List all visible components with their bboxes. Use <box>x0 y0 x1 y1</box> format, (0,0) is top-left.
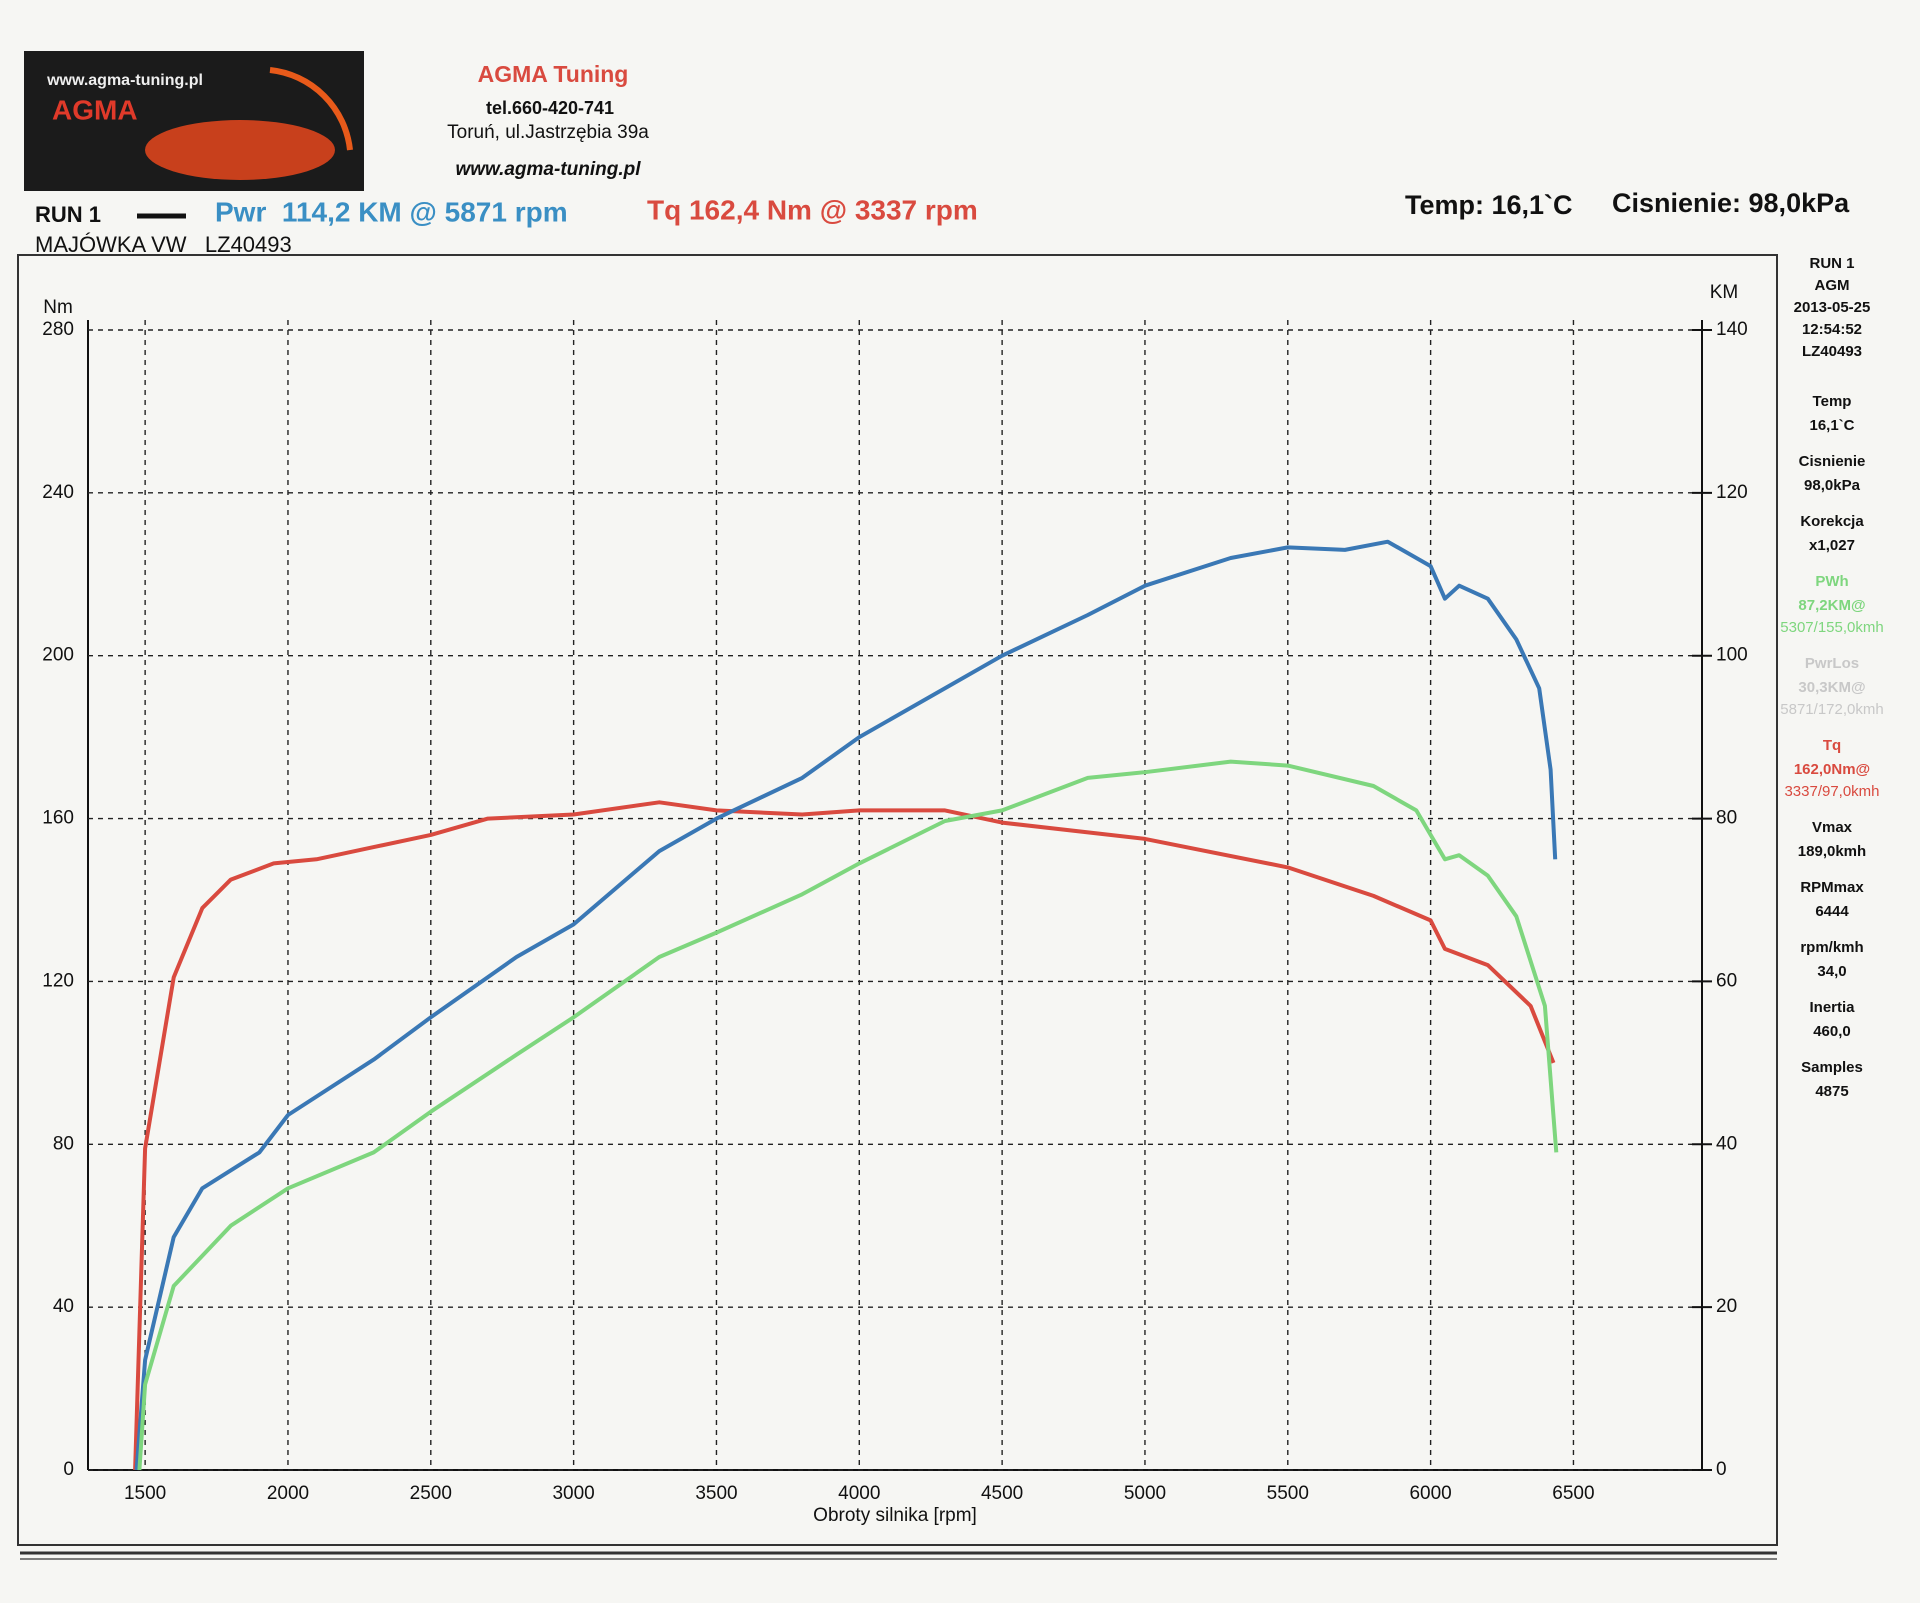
x-tick-label: 4500 <box>981 1483 1023 1504</box>
address: Toruń, ul.Jastrzębia 39a <box>447 122 649 143</box>
run-info: 2013-05-25 <box>1794 299 1871 316</box>
side-label: Inertia <box>1809 999 1855 1016</box>
x-tick-label: 6000 <box>1409 1483 1451 1504</box>
x-tick-label: 5500 <box>1267 1483 1309 1504</box>
side-label: Tq <box>1823 737 1841 754</box>
power-peak: Pwr 114,2 KM @ 5871 rpm <box>215 196 568 227</box>
y2-tick-label: 20 <box>1716 1296 1737 1317</box>
y2-tick-label: 100 <box>1716 645 1748 666</box>
run-info: LZ40493 <box>1802 343 1862 360</box>
company: AGMA Tuning <box>478 61 629 87</box>
y2-tick-label: 120 <box>1716 482 1748 503</box>
run-info: RUN 1 <box>1809 255 1854 272</box>
side-label: Temp <box>1813 393 1852 410</box>
side-value: 87,2KM@ <box>1798 597 1865 614</box>
plot: 0 40 80 120 160 200 240 280 0 20 40 60 80 100 120 140 15… <box>42 282 1747 1526</box>
run-info: 12:54:52 <box>1802 321 1862 338</box>
side-value: 16,1`C <box>1809 417 1854 434</box>
side-value: 30,3KM@ <box>1798 679 1865 696</box>
side-extra: 5307/155,0kmh <box>1780 619 1883 636</box>
side-value: 34,0 <box>1817 963 1846 980</box>
series-line <box>137 759 1559 1471</box>
x-tick-label: 5000 <box>1124 1483 1166 1504</box>
side-label: rpm/kmh <box>1800 939 1863 956</box>
y-tick-label: 80 <box>53 1133 74 1154</box>
y-axis-label: Nm <box>43 297 73 318</box>
side-extra: 5871/172,0kmh <box>1780 701 1883 718</box>
side-value: 4875 <box>1815 1083 1848 1100</box>
side-value: x1,027 <box>1809 537 1855 554</box>
pressure: Cisnienie: 98,0kPa <box>1612 188 1850 218</box>
x-tick-label: 1500 <box>124 1483 166 1504</box>
series-line <box>133 800 1556 1471</box>
side-value: 6444 <box>1815 903 1849 920</box>
y-tick-label: 40 <box>53 1296 74 1317</box>
y2-tick-label: 80 <box>1716 808 1737 829</box>
y2-tick-label: 140 <box>1716 319 1748 340</box>
side-label: PWh <box>1815 573 1848 590</box>
y2-tick-label: 0 <box>1716 1459 1727 1480</box>
side-label: PwrLos <box>1805 655 1859 672</box>
y2-tick-label: 60 <box>1716 970 1737 991</box>
y-tick-label: 160 <box>42 808 74 829</box>
side-value: 162,0Nm@ <box>1794 761 1870 778</box>
x-axis-label: Obroty silnika [rpm] <box>813 1505 977 1526</box>
y-tick-label: 0 <box>63 1459 74 1480</box>
series-line <box>134 539 1558 1471</box>
phone: tel.660-420-741 <box>486 98 614 118</box>
chart-frame <box>17 254 1778 1546</box>
torque-peak: Tq 162,4 Nm @ 3337 rpm <box>647 194 978 225</box>
y2-tick-label: 40 <box>1716 1133 1737 1154</box>
side-label: RPMmax <box>1800 879 1864 896</box>
y-tick-label: 280 <box>42 319 74 340</box>
x-tick-label: 4000 <box>838 1483 880 1504</box>
x-tick-label: 6500 <box>1552 1483 1594 1504</box>
y-tick-label: 240 <box>42 482 74 503</box>
side-label: Korekcja <box>1800 513 1864 530</box>
run: RUN 1 <box>35 202 101 227</box>
website: www.agma-tuning.pl <box>455 159 641 180</box>
side-value: 460,0 <box>1813 1023 1851 1040</box>
logo-url: www.agma-tuning.pl <box>46 72 203 89</box>
y-tick-label: 120 <box>42 970 74 991</box>
x-tick-label: 3500 <box>695 1483 737 1504</box>
vehicle: MAJÓWKA VW LZ40493 <box>35 232 292 257</box>
logo-name: AGMA <box>52 94 138 125</box>
side-label: Cisnienie <box>1799 453 1866 470</box>
side-label: Vmax <box>1812 819 1853 836</box>
run-info: AGM <box>1815 277 1850 294</box>
side-value: 189,0kmh <box>1798 843 1866 860</box>
side-label: Samples <box>1801 1059 1863 1076</box>
x-tick-label: 2500 <box>410 1483 452 1504</box>
side-extra: 3337/97,0kmh <box>1784 783 1879 800</box>
temperature: Temp: 16,1`C <box>1405 190 1573 220</box>
side-value: 98,0kPa <box>1804 477 1861 494</box>
y-tick-label: 200 <box>42 645 74 666</box>
x-tick-label: 3000 <box>552 1483 594 1504</box>
sidebar: RUN 1 AGM 2013-05-25 12:54:52 LZ40493 Temp 16,… <box>1780 255 1883 1100</box>
x-tick-label: 2000 <box>267 1483 309 1504</box>
logo-gauge <box>269 67 353 151</box>
y2-axis-label: KM <box>1710 282 1739 303</box>
logo-car <box>145 120 335 180</box>
